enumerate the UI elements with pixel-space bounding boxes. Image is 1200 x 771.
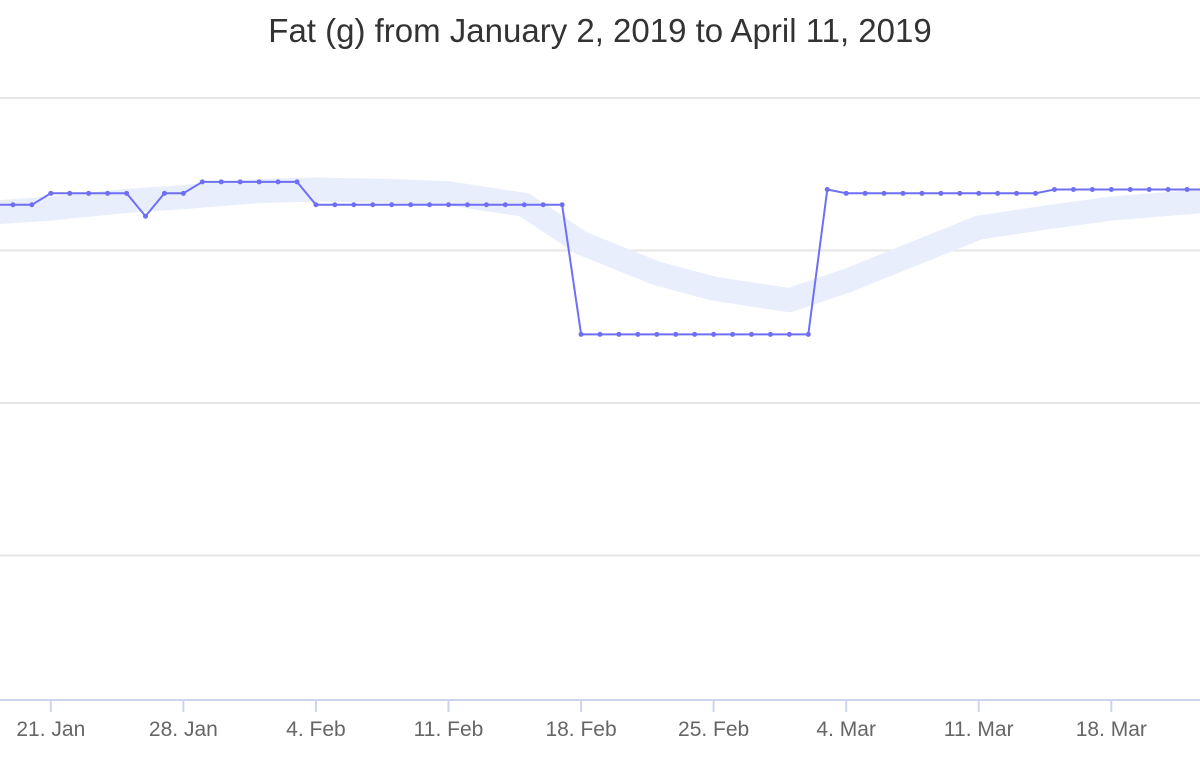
daily-data-point[interactable] xyxy=(635,331,641,337)
daily-data-point[interactable] xyxy=(521,202,527,208)
daily-data-point[interactable] xyxy=(86,190,92,196)
daily-data-point[interactable] xyxy=(180,190,186,196)
daily-data-point[interactable] xyxy=(995,190,1001,196)
x-axis-ticks xyxy=(49,700,1113,712)
daily-data-point[interactable] xyxy=(1052,187,1057,192)
daily-data-point[interactable] xyxy=(749,331,754,337)
daily-data-point[interactable] xyxy=(483,202,489,208)
daily-data-point[interactable] xyxy=(1089,187,1095,192)
daily-data-point[interactable] xyxy=(1014,190,1020,196)
daily-data-point[interactable] xyxy=(294,179,300,185)
daily-data-point[interactable] xyxy=(673,331,679,337)
x-tick-label: 18. Feb xyxy=(545,718,616,741)
daily-data-point[interactable] xyxy=(502,202,508,208)
daily-data-point[interactable] xyxy=(767,331,773,337)
daily-data-point[interactable] xyxy=(938,190,944,196)
daily-data-point[interactable] xyxy=(1127,187,1133,192)
daily-data-point[interactable] xyxy=(540,202,546,208)
daily-data-point[interactable] xyxy=(313,202,319,208)
daily-data-point[interactable] xyxy=(237,179,243,185)
x-tick-label: 11. Mar xyxy=(944,718,1014,741)
daily-data-point[interactable] xyxy=(578,331,584,337)
daily-data-point[interactable] xyxy=(824,187,830,192)
daily-data-point[interactable] xyxy=(692,331,698,337)
daily-data-point[interactable] xyxy=(1108,187,1114,192)
daily-data-point[interactable] xyxy=(351,202,357,208)
x-tick-label: 21. Jan xyxy=(16,718,85,741)
daily-data-point[interactable] xyxy=(124,190,130,196)
daily-data-point[interactable] xyxy=(1184,187,1190,192)
daily-data-point[interactable] xyxy=(616,331,622,337)
x-tick-label: 11. Feb xyxy=(414,718,484,741)
daily-data-point[interactable] xyxy=(29,202,35,208)
daily-data-point[interactable] xyxy=(786,331,792,337)
daily-data-point[interactable] xyxy=(332,202,338,208)
daily-data-point[interactable] xyxy=(67,190,73,196)
daily-data-point[interactable] xyxy=(559,202,565,208)
x-tick-label: 28. Jan xyxy=(149,718,218,741)
daily-data-point[interactable] xyxy=(370,202,376,208)
daily-data-point[interactable] xyxy=(1165,187,1171,192)
trend-series-line xyxy=(0,177,1200,313)
daily-data-point[interactable] xyxy=(256,179,262,185)
daily-data-point[interactable] xyxy=(1146,187,1152,192)
daily-data-point[interactable] xyxy=(199,179,205,185)
daily-data-point[interactable] xyxy=(427,202,433,208)
x-tick-label: 4. Mar xyxy=(816,718,876,741)
daily-data-point[interactable] xyxy=(919,190,925,196)
daily-data-point[interactable] xyxy=(597,331,603,337)
daily-series-points xyxy=(10,179,1190,337)
daily-data-point[interactable] xyxy=(976,190,982,196)
x-tick-label: 18. Mar xyxy=(1076,718,1147,741)
daily-data-point[interactable] xyxy=(143,213,148,219)
daily-data-point[interactable] xyxy=(275,179,281,185)
chart-title: Fat (g) from January 2, 2019 to April 11… xyxy=(268,12,932,49)
daily-data-point[interactable] xyxy=(730,331,736,337)
x-tick-label: 4. Feb xyxy=(286,718,346,741)
daily-data-point[interactable] xyxy=(843,190,849,196)
daily-data-point[interactable] xyxy=(105,190,111,196)
y-gridlines xyxy=(0,97,1200,557)
daily-data-point[interactable] xyxy=(408,202,414,208)
daily-data-point[interactable] xyxy=(900,190,906,196)
daily-data-point[interactable] xyxy=(654,331,660,337)
daily-data-point[interactable] xyxy=(957,190,963,196)
daily-data-point[interactable] xyxy=(218,179,224,185)
daily-data-point[interactable] xyxy=(1033,190,1039,196)
daily-data-point[interactable] xyxy=(48,190,54,196)
daily-data-point[interactable] xyxy=(1070,187,1076,192)
daily-data-point[interactable] xyxy=(805,331,811,337)
daily-data-point[interactable] xyxy=(161,190,167,196)
x-tick-label: 25. Feb xyxy=(678,718,749,741)
daily-data-point[interactable] xyxy=(862,190,868,196)
daily-data-point[interactable] xyxy=(10,202,16,208)
x-axis-tick-labels: 21. Jan 28. Jan 4. Feb 11. Feb 18. Feb 25. Fe… xyxy=(16,718,1147,741)
daily-data-point[interactable] xyxy=(446,202,451,208)
daily-data-point[interactable] xyxy=(389,202,395,208)
daily-data-point[interactable] xyxy=(881,190,887,196)
daily-data-point[interactable] xyxy=(464,202,470,208)
daily-data-point[interactable] xyxy=(711,331,717,337)
